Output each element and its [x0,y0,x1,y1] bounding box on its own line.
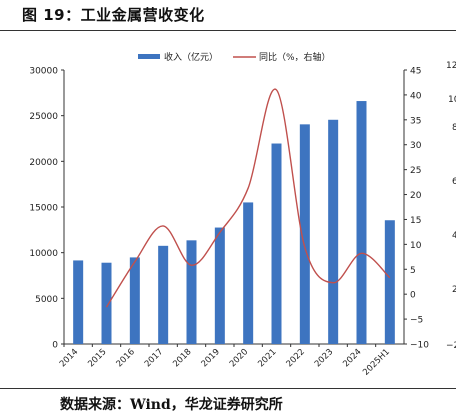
bar [356,101,367,344]
right-tick-label: 0 [410,291,416,301]
x-tick-label: 2016 [115,347,137,369]
bar [129,257,140,344]
source-rule [0,388,456,389]
right-tick-label: 30 [410,141,422,151]
bar [328,119,339,344]
x-tick-label: 2018 [171,347,193,369]
right-tick-label: −5 [410,316,423,326]
left-tick-label: 15000 [29,204,58,214]
right-tick-label: 40 [410,91,422,101]
clipped-axis-label: 6 [452,177,456,187]
left-tick-label: 30000 [29,67,58,77]
right-tick-label: 45 [410,67,421,77]
clipped-axis-label: 2 [452,285,456,295]
clipped-axis-label: 4 [452,231,456,241]
left-tick-label: 10000 [29,249,58,259]
figure-title: 图 19：工业金属营收变化 [22,6,205,24]
bar [101,262,112,344]
right-tick-label: 15 [410,216,421,226]
bar [271,143,282,344]
clipped-axis-label: 10 [448,95,456,105]
left-tick-label: 0 [52,341,58,351]
right-tick-label: 35 [410,116,421,126]
clipped-axis-label: 8 [452,123,456,133]
x-tick-label: 2020 [228,347,250,369]
title-rule [0,30,456,31]
bar [73,260,84,344]
line-series [105,88,391,308]
x-tick-label: 2019 [200,347,222,369]
bar [186,240,197,344]
left-tick-label: 25000 [29,112,58,122]
left-tick-label: 20000 [29,158,58,168]
bar [299,124,310,345]
left-tick-label: 5000 [35,295,58,305]
x-tick-label: 2023 [313,347,335,369]
figure-source: 数据来源：Wind，华龙证券研究所 [60,397,283,413]
bar [214,227,225,344]
clipped-axis-label: −2 [446,341,456,351]
legend-line-label: 同比（%，右轴） [259,51,331,63]
x-tick-label: 2024 [341,347,363,369]
right-tick-label: −10 [410,341,429,351]
x-tick-label: 2025H1 [361,347,392,378]
right-tick-label: 25 [410,166,421,176]
growth-line [105,88,391,308]
right-tick-label: 20 [410,191,422,201]
legend-bar-swatch [138,54,160,59]
x-tick-label: 2014 [58,347,80,369]
x-tick-label: 2015 [86,347,108,369]
chart-legend: 收入（亿元） 同比（%，右轴） [138,51,331,63]
bar [158,245,169,344]
bar-series [73,101,395,345]
x-tick-label: 2017 [143,347,165,369]
right-tick-label: 5 [410,266,416,276]
right-tick-label: 10 [410,241,422,251]
x-tick-label: 2021 [256,347,278,369]
clipped-axis-label: 12 [446,61,456,71]
bar [243,202,254,344]
x-tick-label: 2022 [285,347,307,369]
legend-bar-label: 收入（亿元） [164,51,218,63]
bar [384,220,395,344]
